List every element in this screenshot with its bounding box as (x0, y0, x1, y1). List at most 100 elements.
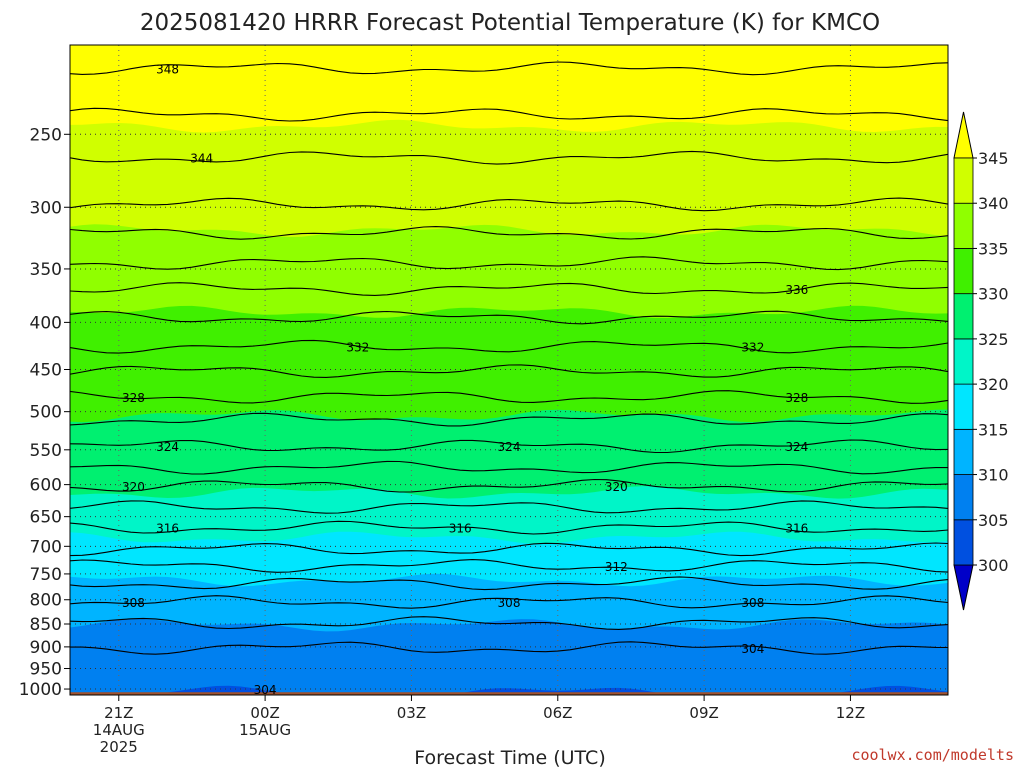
contour-label: 328 (785, 391, 808, 405)
contour-label-text: 328 (785, 391, 808, 405)
contour-label: 332 (346, 341, 369, 355)
y-tick-label: 700 (30, 537, 62, 557)
colorbar-tick-label: 345 (978, 149, 1009, 168)
colorbar-tick-label: 320 (978, 375, 1009, 394)
contour-label-text: 332 (346, 341, 369, 355)
isotherm-310 (70, 576, 948, 591)
colorbar-tick-label: 335 (978, 239, 1009, 258)
contour-label-text: 324 (156, 440, 179, 454)
contour-label-text: 308 (122, 596, 145, 610)
isotherm-326 (70, 412, 948, 427)
colorbar-tick-label: 300 (978, 556, 1009, 575)
contour-label: 324 (785, 440, 808, 454)
contour-label-text: 324 (785, 440, 808, 454)
contour-label-text: 332 (741, 341, 764, 355)
contour-label-text: 344 (190, 152, 213, 166)
x-tick-label: 06Z (543, 704, 572, 722)
isotherm-344 (70, 150, 948, 165)
y-tick-label: 350 (30, 260, 62, 280)
y-tick-label: 950 (30, 660, 62, 680)
contour-label: 304 (254, 683, 277, 697)
contour-label: 336 (785, 283, 808, 297)
credit-text: coolwx.com/modelts (851, 746, 1014, 764)
colorbar-tick-label: 340 (978, 194, 1009, 213)
y-tick-label: 250 (30, 125, 62, 145)
contour-label: 308 (498, 596, 521, 610)
contour-label: 304 (741, 642, 764, 656)
y-tick-label: 600 (30, 476, 62, 496)
x-tick-label: 21Z (104, 704, 133, 722)
contour-label-text: 308 (498, 596, 521, 610)
contour-label: 324 (498, 440, 521, 454)
y-tick-label: 750 (30, 565, 62, 585)
contour-label: 308 (122, 596, 145, 610)
isotherm-340 (70, 226, 948, 240)
contour-label: 316 (156, 522, 179, 536)
contour-label: 328 (122, 391, 145, 405)
isotherm-308 (70, 595, 948, 609)
isotherm-324 (70, 439, 948, 454)
x-tick-date-label: 14AUG (93, 721, 145, 739)
contour-label-text: 320 (122, 480, 145, 494)
y-tick-label: 300 (30, 198, 62, 218)
isotherm-316 (70, 520, 948, 535)
contour-labels: 348 344 336 332 332 328 328 324 324 324 320 320 316 3… (122, 62, 808, 697)
colorbar-tick-label: 315 (978, 420, 1009, 439)
contour-label-text: 320 (605, 480, 628, 494)
isotherm-348 (70, 61, 948, 76)
isotherm-338 (70, 256, 948, 271)
contour-label-text: 324 (498, 440, 521, 454)
y-tick-label: 400 (30, 313, 62, 333)
contour-label-text: 308 (741, 596, 764, 610)
y-tick-label: 550 (30, 441, 62, 461)
contour-label: 348 (156, 62, 179, 76)
y-axis-ticks: 250 300 350 400 450 500 550 600 650 700 750 800 850 9… (19, 125, 70, 700)
isotherm-318 (70, 500, 948, 514)
temperature-fill-bands (70, 45, 948, 695)
y-tick-label: 1000 (19, 680, 62, 700)
contour-label: 332 (741, 341, 764, 355)
contour-label-text: 316 (156, 522, 179, 536)
y-tick-label: 850 (30, 615, 62, 635)
surface-strip (70, 692, 948, 695)
colorbar-segment (953, 293, 974, 340)
colorbar-tick-label: 305 (978, 511, 1009, 530)
isotherm-328 (70, 390, 948, 404)
colorbar-segment (953, 157, 974, 204)
chart-title: 2025081420 HRRR Forecast Potential Tempe… (140, 10, 880, 36)
colorbar-tick-label: 325 (978, 330, 1009, 349)
isotherm-314 (70, 542, 948, 557)
contour-label-text: 312 (605, 560, 628, 574)
isotherm-lines (70, 61, 948, 655)
isotherm-346 (70, 107, 948, 122)
colorbar-max-arrow (953, 111, 974, 159)
isotherm-342 (70, 197, 948, 212)
isotherm-334 (70, 310, 948, 325)
contour-label: 324 (156, 440, 179, 454)
isotherm-320 (70, 478, 948, 493)
isotherm-312 (70, 559, 948, 573)
contour-label-text: 304 (741, 642, 764, 656)
isotherm-332 (70, 339, 948, 354)
contour-label-text: 348 (156, 62, 179, 76)
contour-label: 316 (785, 522, 808, 536)
contour-label-text: 316 (449, 522, 472, 536)
colorbar-segment (953, 383, 974, 430)
contour-label: 344 (190, 152, 213, 166)
colorbar-tick-label: 310 (978, 466, 1009, 485)
contour-label-text: 316 (785, 522, 808, 536)
colorbar-min-arrow (953, 564, 974, 611)
x-tick-label: 03Z (397, 704, 426, 722)
y-tick-label: 650 (30, 508, 62, 528)
contour-label-text: 304 (254, 683, 277, 697)
x-tick-date-label: 15AUG (239, 721, 291, 739)
colorbar-tick-label: 330 (978, 285, 1009, 304)
colorbar-segment (953, 338, 974, 385)
colorbar: 300 305 310 315 320 325 330 335 340 345 (953, 111, 1009, 611)
x-axis-label: Forecast Time (UTC) (414, 747, 605, 768)
contour-label: 316 (449, 522, 472, 536)
colorbar-segment (953, 248, 974, 295)
contour-label-text: 336 (785, 283, 808, 297)
x-tick-label: 00Z (250, 704, 279, 722)
